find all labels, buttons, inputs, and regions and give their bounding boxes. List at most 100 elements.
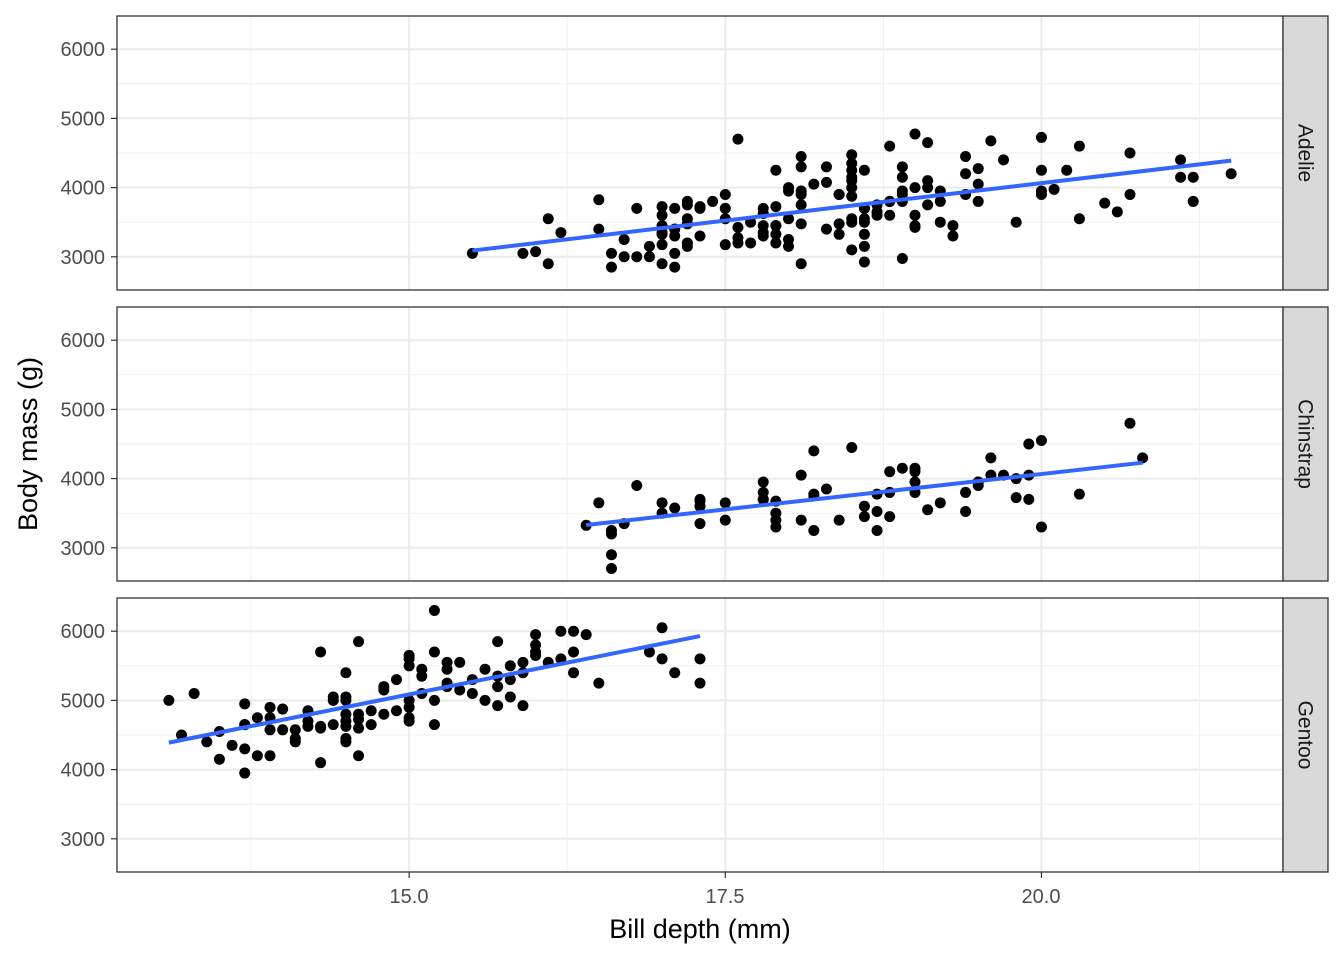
data-point — [656, 201, 668, 213]
y-tick-label: 6000 — [61, 330, 106, 352]
data-point — [1225, 168, 1237, 180]
data-point — [1023, 493, 1035, 505]
data-point — [820, 161, 832, 173]
data-point — [770, 228, 782, 240]
data-point — [909, 128, 921, 140]
data-point — [1187, 171, 1199, 183]
data-point — [428, 694, 440, 706]
data-point — [858, 500, 870, 512]
data-point — [1175, 154, 1187, 166]
data-point — [669, 247, 681, 259]
data-point — [972, 163, 984, 175]
data-point — [618, 251, 630, 263]
data-point — [795, 258, 807, 270]
data-point — [631, 251, 643, 263]
data-point — [719, 497, 731, 509]
data-point — [871, 524, 883, 536]
data-point — [871, 505, 883, 517]
data-point — [757, 220, 769, 232]
panel-gentoo: 3000 4000 5000 6000 Gentoo — [61, 597, 1329, 878]
data-point — [1048, 183, 1060, 195]
data-point — [555, 625, 567, 637]
data-point — [719, 202, 731, 214]
data-point — [783, 213, 795, 225]
data-point — [593, 223, 605, 235]
data-point — [656, 239, 668, 251]
panel-chinstrap: 3000 4000 5000 6000 Chinstrap — [61, 306, 1329, 582]
y-tick-label: 3000 — [61, 538, 106, 560]
data-point — [593, 497, 605, 509]
data-point — [593, 677, 605, 689]
data-point — [896, 161, 908, 173]
data-point — [479, 663, 491, 675]
data-point — [681, 199, 693, 211]
data-point — [1137, 452, 1149, 464]
data-point — [833, 218, 845, 230]
data-point — [770, 164, 782, 176]
panel-adelie: 3000 4000 5000 6000 Adelie — [61, 15, 1329, 291]
data-point — [163, 694, 175, 706]
data-point — [757, 493, 769, 505]
data-point — [833, 514, 845, 526]
data-point — [390, 705, 402, 717]
data-point — [289, 724, 301, 736]
data-point — [340, 732, 352, 744]
y-tick-label: 4000 — [61, 760, 106, 782]
y-tick-label: 6000 — [61, 39, 106, 61]
data-point — [340, 715, 352, 727]
data-point — [972, 178, 984, 190]
data-point — [1010, 216, 1022, 228]
data-point — [555, 227, 567, 239]
data-point — [1061, 164, 1073, 176]
regression-line — [472, 158, 1232, 253]
data-point — [770, 220, 782, 232]
data-point — [896, 462, 908, 474]
data-point — [643, 646, 655, 658]
data-point — [745, 237, 757, 249]
data-point — [656, 209, 668, 221]
data-point — [631, 202, 643, 214]
data-point — [239, 767, 251, 779]
data-point — [1099, 197, 1111, 209]
data-point — [795, 199, 807, 211]
facet-strip — [1282, 306, 1329, 582]
data-point — [871, 206, 883, 218]
data-point — [277, 703, 289, 715]
data-point — [669, 502, 681, 514]
data-point — [428, 604, 440, 616]
data-point — [618, 233, 630, 245]
data-point — [327, 691, 339, 703]
data-point — [1035, 164, 1047, 176]
data-point — [719, 514, 731, 526]
data-point — [694, 677, 706, 689]
data-point — [846, 171, 858, 183]
y-tick-label: 5000 — [61, 108, 106, 130]
data-point — [378, 708, 390, 720]
data-point — [909, 221, 921, 233]
data-point — [504, 691, 516, 703]
data-point — [795, 161, 807, 173]
data-point — [631, 480, 643, 492]
data-point — [643, 251, 655, 263]
data-point — [264, 701, 276, 713]
data-point — [530, 639, 542, 651]
data-point — [858, 511, 870, 523]
data-point — [833, 189, 845, 201]
data-point — [669, 202, 681, 214]
x-tick-label: 20.0 — [1022, 886, 1061, 908]
x-tick-label: 15.0 — [390, 886, 429, 908]
data-point — [732, 232, 744, 244]
data-point — [846, 157, 858, 169]
data-point — [922, 137, 934, 149]
data-point — [757, 476, 769, 488]
data-point — [1035, 521, 1047, 533]
data-point — [998, 154, 1010, 166]
data-point — [656, 497, 668, 509]
data-point — [580, 519, 592, 531]
data-point — [783, 240, 795, 252]
data-point — [264, 750, 276, 762]
data-point — [1124, 417, 1136, 429]
data-point — [428, 646, 440, 658]
data-point — [605, 524, 617, 536]
data-point — [656, 622, 668, 634]
